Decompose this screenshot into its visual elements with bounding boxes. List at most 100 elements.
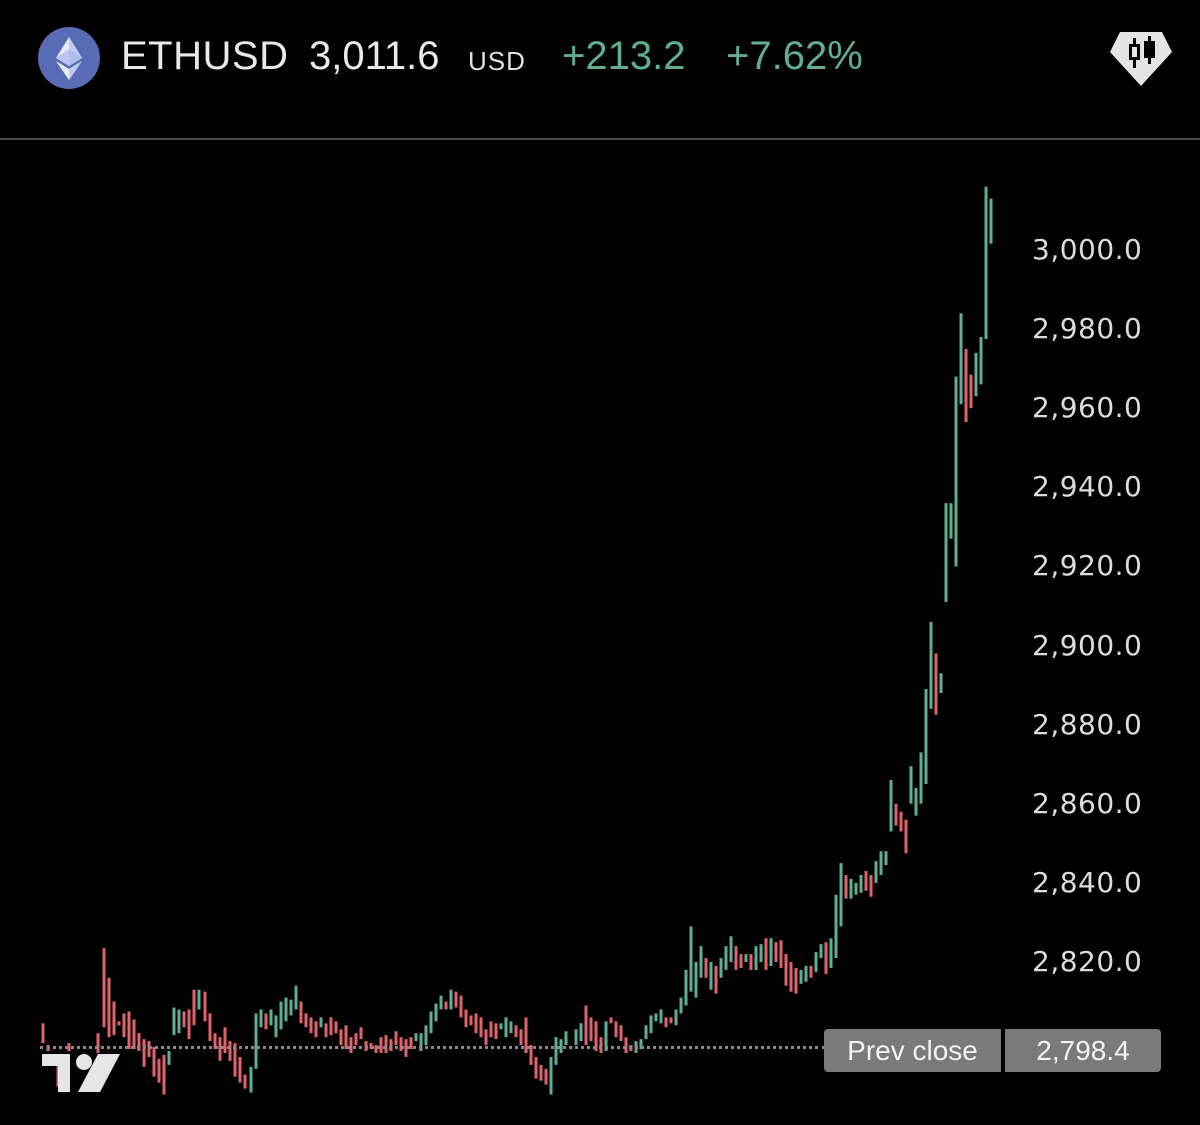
up-bar (719, 958, 723, 978)
down-bar (664, 1017, 668, 1028)
down-bar (749, 954, 753, 970)
up-bar (944, 503, 948, 603)
down-bar (309, 1017, 313, 1034)
down-bar (464, 1009, 468, 1028)
symbol-label[interactable]: ETHUSD (121, 34, 289, 78)
up-bar (939, 673, 943, 694)
down-bar (474, 1013, 478, 1034)
up-bar (294, 985, 298, 1010)
down-bar (784, 954, 788, 986)
down-bar (844, 874, 848, 899)
down-bar (934, 653, 938, 715)
prev-close-value: 2,798.4 (1005, 1029, 1161, 1072)
up-bar (984, 186, 988, 339)
down-bar (162, 1054, 166, 1095)
price-change-percent: +7.62% (726, 34, 863, 78)
down-bar (238, 1056, 242, 1083)
up-bar (449, 989, 453, 1010)
down-bar (157, 1058, 161, 1083)
down-bar (399, 1037, 403, 1051)
up-bar (167, 1051, 171, 1065)
up-bar (564, 1031, 568, 1046)
up-bar (729, 936, 733, 962)
down-bar (704, 958, 708, 978)
down-bar (349, 1037, 353, 1053)
down-bar (779, 940, 783, 968)
up-bar (799, 969, 803, 984)
up-bar (509, 1021, 513, 1034)
down-bar (764, 938, 768, 970)
down-bar (469, 1015, 473, 1026)
up-bar (689, 926, 693, 992)
down-bar (379, 1037, 383, 1053)
axis-tick-label: 2,820.0 (1032, 945, 1143, 978)
up-bar (574, 1029, 578, 1046)
down-bar (739, 954, 743, 968)
up-bar (849, 878, 853, 899)
down-bar (339, 1029, 343, 1046)
down-bar (894, 803, 898, 826)
up-bar (274, 1015, 278, 1038)
down-bar (409, 1037, 413, 1050)
down-bar (324, 1023, 328, 1038)
down-bar (489, 1021, 493, 1038)
down-bar (454, 991, 458, 1008)
down-bar (223, 1027, 227, 1053)
axis-tick-label: 2,960.0 (1032, 391, 1143, 425)
up-bar (954, 376, 958, 567)
down-bar (459, 995, 463, 1018)
down-bar (41, 1023, 45, 1044)
up-bar (819, 944, 823, 959)
down-bar (182, 1011, 186, 1028)
up-bar (439, 995, 443, 1010)
down-bar (233, 1043, 237, 1077)
down-bar (359, 1027, 363, 1040)
down-bar (389, 1039, 393, 1051)
down-bar (514, 1025, 518, 1038)
down-bar (228, 1041, 232, 1061)
down-bar (969, 374, 973, 409)
down-bar (369, 1043, 373, 1050)
tradingview-logo[interactable] (40, 1052, 122, 1094)
up-bar (644, 1025, 648, 1040)
up-bar (197, 989, 201, 1010)
down-bar (96, 1033, 100, 1053)
up-bar (759, 944, 763, 962)
down-bar (102, 948, 106, 1028)
chart-type-button[interactable] (1108, 28, 1174, 88)
up-bar (834, 894, 838, 959)
currency-label: USD (468, 46, 526, 76)
up-bar (949, 503, 953, 539)
down-bar (344, 1025, 348, 1050)
down-bar (964, 348, 968, 423)
down-bar (734, 946, 738, 970)
up-bar (884, 851, 888, 866)
down-bar (394, 1031, 398, 1046)
up-bar (654, 1013, 658, 1022)
down-bar (864, 871, 868, 891)
down-bar (524, 1017, 528, 1053)
down-bar (112, 1001, 116, 1036)
down-bar (614, 1021, 618, 1038)
down-bar (669, 1017, 673, 1024)
down-bar (384, 1035, 388, 1053)
up-bar (172, 1007, 176, 1036)
up-bar (649, 1015, 653, 1034)
up-bar (874, 861, 878, 883)
up-bar (804, 965, 808, 982)
down-bar (127, 1011, 131, 1050)
up-bar (319, 1017, 323, 1028)
up-bar (639, 1039, 643, 1050)
down-bar (584, 1005, 588, 1046)
up-bar (579, 1023, 583, 1042)
axis-tick-label: 2,940.0 (1032, 470, 1143, 504)
up-bar (604, 1021, 608, 1051)
up-bar (434, 1003, 438, 1022)
down-bar (809, 965, 813, 978)
up-bar (724, 946, 728, 970)
up-bar (989, 198, 993, 244)
up-bar (674, 1009, 678, 1026)
up-bar (254, 1013, 258, 1069)
